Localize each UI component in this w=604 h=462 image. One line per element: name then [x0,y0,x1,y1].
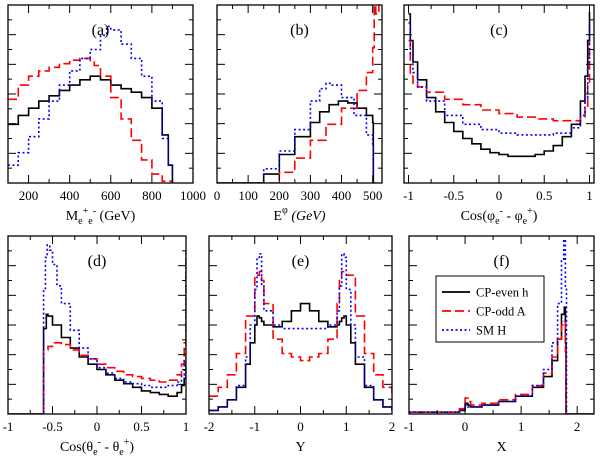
x-axis-label: X [496,440,506,455]
panel-label: (b) [290,22,309,39]
x-tick-label: 800 [142,188,162,203]
x-tick-label: 0.5 [536,188,552,203]
x-tick-label: 0 [94,419,101,434]
x-axis-label-sup: + [83,206,89,217]
x-axis-label-sup: - [98,437,101,448]
series-cp-odd-a-line [209,270,392,397]
legend-box [435,275,545,343]
x-axis-label-sup: φ [282,205,288,216]
legend-label-cp-odd-a: CP-odd A [476,305,526,319]
series-cp-odd-a-line [8,57,174,183]
x-axis-label-unit: ) [533,209,538,224]
series-cp-odd-a-line [8,250,186,414]
series-sm-h-line [8,25,174,183]
x-tick-label: 500 [363,188,383,203]
x-tick-label: -1 [3,419,14,434]
panel-e: -2 -1 0 1 2 (e) Y [204,235,396,455]
x-tick-label: 1 [183,419,190,434]
panel-label: (e) [292,253,310,270]
panel-label: (a) [92,22,110,39]
series-sm-h-line [409,238,594,414]
x-axis-label-sup2: + [527,206,533,217]
x-tick-label: 400 [60,188,80,203]
series-cp-odd-a-line [409,320,594,414]
x-tick-label: 200 [270,188,290,203]
x-axis-label-sub2: e [119,447,124,458]
x-axis-label: Cos(θe- - θe+) [60,437,134,458]
x-axis-label-main: Cos(θ [60,440,93,455]
series-sm-h-line [217,82,376,183]
panel-d: -1 -0.5 0 0.5 1(d)Cos(θe- - θe+) [3,235,190,458]
x-axis-label-sub: e [78,216,83,227]
x-tick-label: 600 [101,188,121,203]
panel-label: (d) [88,253,107,270]
x-tick-label: -0.5 [443,188,464,203]
x-axis-label: Me+e- (GeV) [66,206,136,227]
x-axis-label-sub2: e [523,216,528,227]
legend-label-cp-even-h: CP-even h [476,286,529,300]
x-tick-label: 1 [518,419,525,434]
x-axis-label: Cos(φe- - φe+) [461,206,538,227]
series-cp-even-h-line [217,100,376,183]
x-tick-label: 0 [496,188,503,203]
x-axis-label-sub: e [495,216,500,227]
x-tick-label: 0 [462,419,469,434]
x-tick-label: -1 [404,419,415,434]
series-cp-even-h-line [8,75,174,183]
series-cp-even-h-line [409,306,594,414]
panel-f: -1 0 1 2 (f) X [404,235,595,455]
x-tick-label: 100 [238,188,258,203]
x-axis-label-sub2: e [88,216,93,227]
series-sm-h-line [408,22,591,136]
x-axis-label-mid: - θ [101,440,120,455]
x-axis-label: Y [295,440,305,455]
x-tick-label: 1000 [180,188,206,203]
x-tick-label: 1 [343,419,350,434]
series-cp-odd-a-line [408,39,591,122]
series-sm-h-line [8,244,186,414]
x-axis-label-main: Cos(φ [461,209,496,224]
x-tick-label: -0.5 [42,419,63,434]
x-tick-label: 2 [574,419,581,434]
x-tick-label: 0 [214,188,221,203]
panel-b: 0 100 200 300 400 500 (b) Eφ (GeV) [214,4,383,224]
x-axis-label-main: M [66,209,79,224]
panel-c: -1 -0.5 0 0.5 1(c)Cos(φe- - φe+) [403,4,595,227]
x-axis-label-unit: (GeV) [288,209,326,224]
x-axis-label-unit: (GeV) [96,209,136,224]
x-axis-label-sub: e [93,447,98,458]
x-tick-label: 300 [301,188,321,203]
x-tick-label: -1 [249,419,260,434]
x-tick-label: 0 [297,419,304,434]
x-tick-label: 2 [389,419,396,434]
x-axis-label-main: E [273,209,282,224]
x-axis-label-sup2: + [124,437,130,448]
series-cp-even-h-line [8,313,186,414]
panel-a: 200 400 600 800 1000 (a) Me+e- (GeV) [7,4,206,227]
x-tick-label: -2 [204,419,215,434]
series-cp-odd-a-line [217,5,380,183]
legend: CP-even h CP-odd A SM H [435,275,545,343]
x-axis-label: Eφ (GeV) [273,205,325,224]
panel-label: (c) [490,22,508,39]
legend-label-sm-h: SM H [476,324,506,338]
x-tick-label: 0.5 [133,419,149,434]
x-axis-label-sup: - [500,206,503,217]
x-tick-label: 400 [332,188,352,203]
x-axis-label-mid: - φ [503,209,523,224]
x-axis-label-main: X [496,440,506,455]
x-axis-label-sup2: - [93,206,96,217]
x-tick-label: -1 [403,188,414,203]
x-tick-label: 1 [586,188,593,203]
x-tick-label: 200 [19,188,39,203]
x-axis-label-main: Y [295,440,305,455]
panel-label: (f) [494,253,510,270]
x-axis-label-unit: ) [129,440,134,455]
